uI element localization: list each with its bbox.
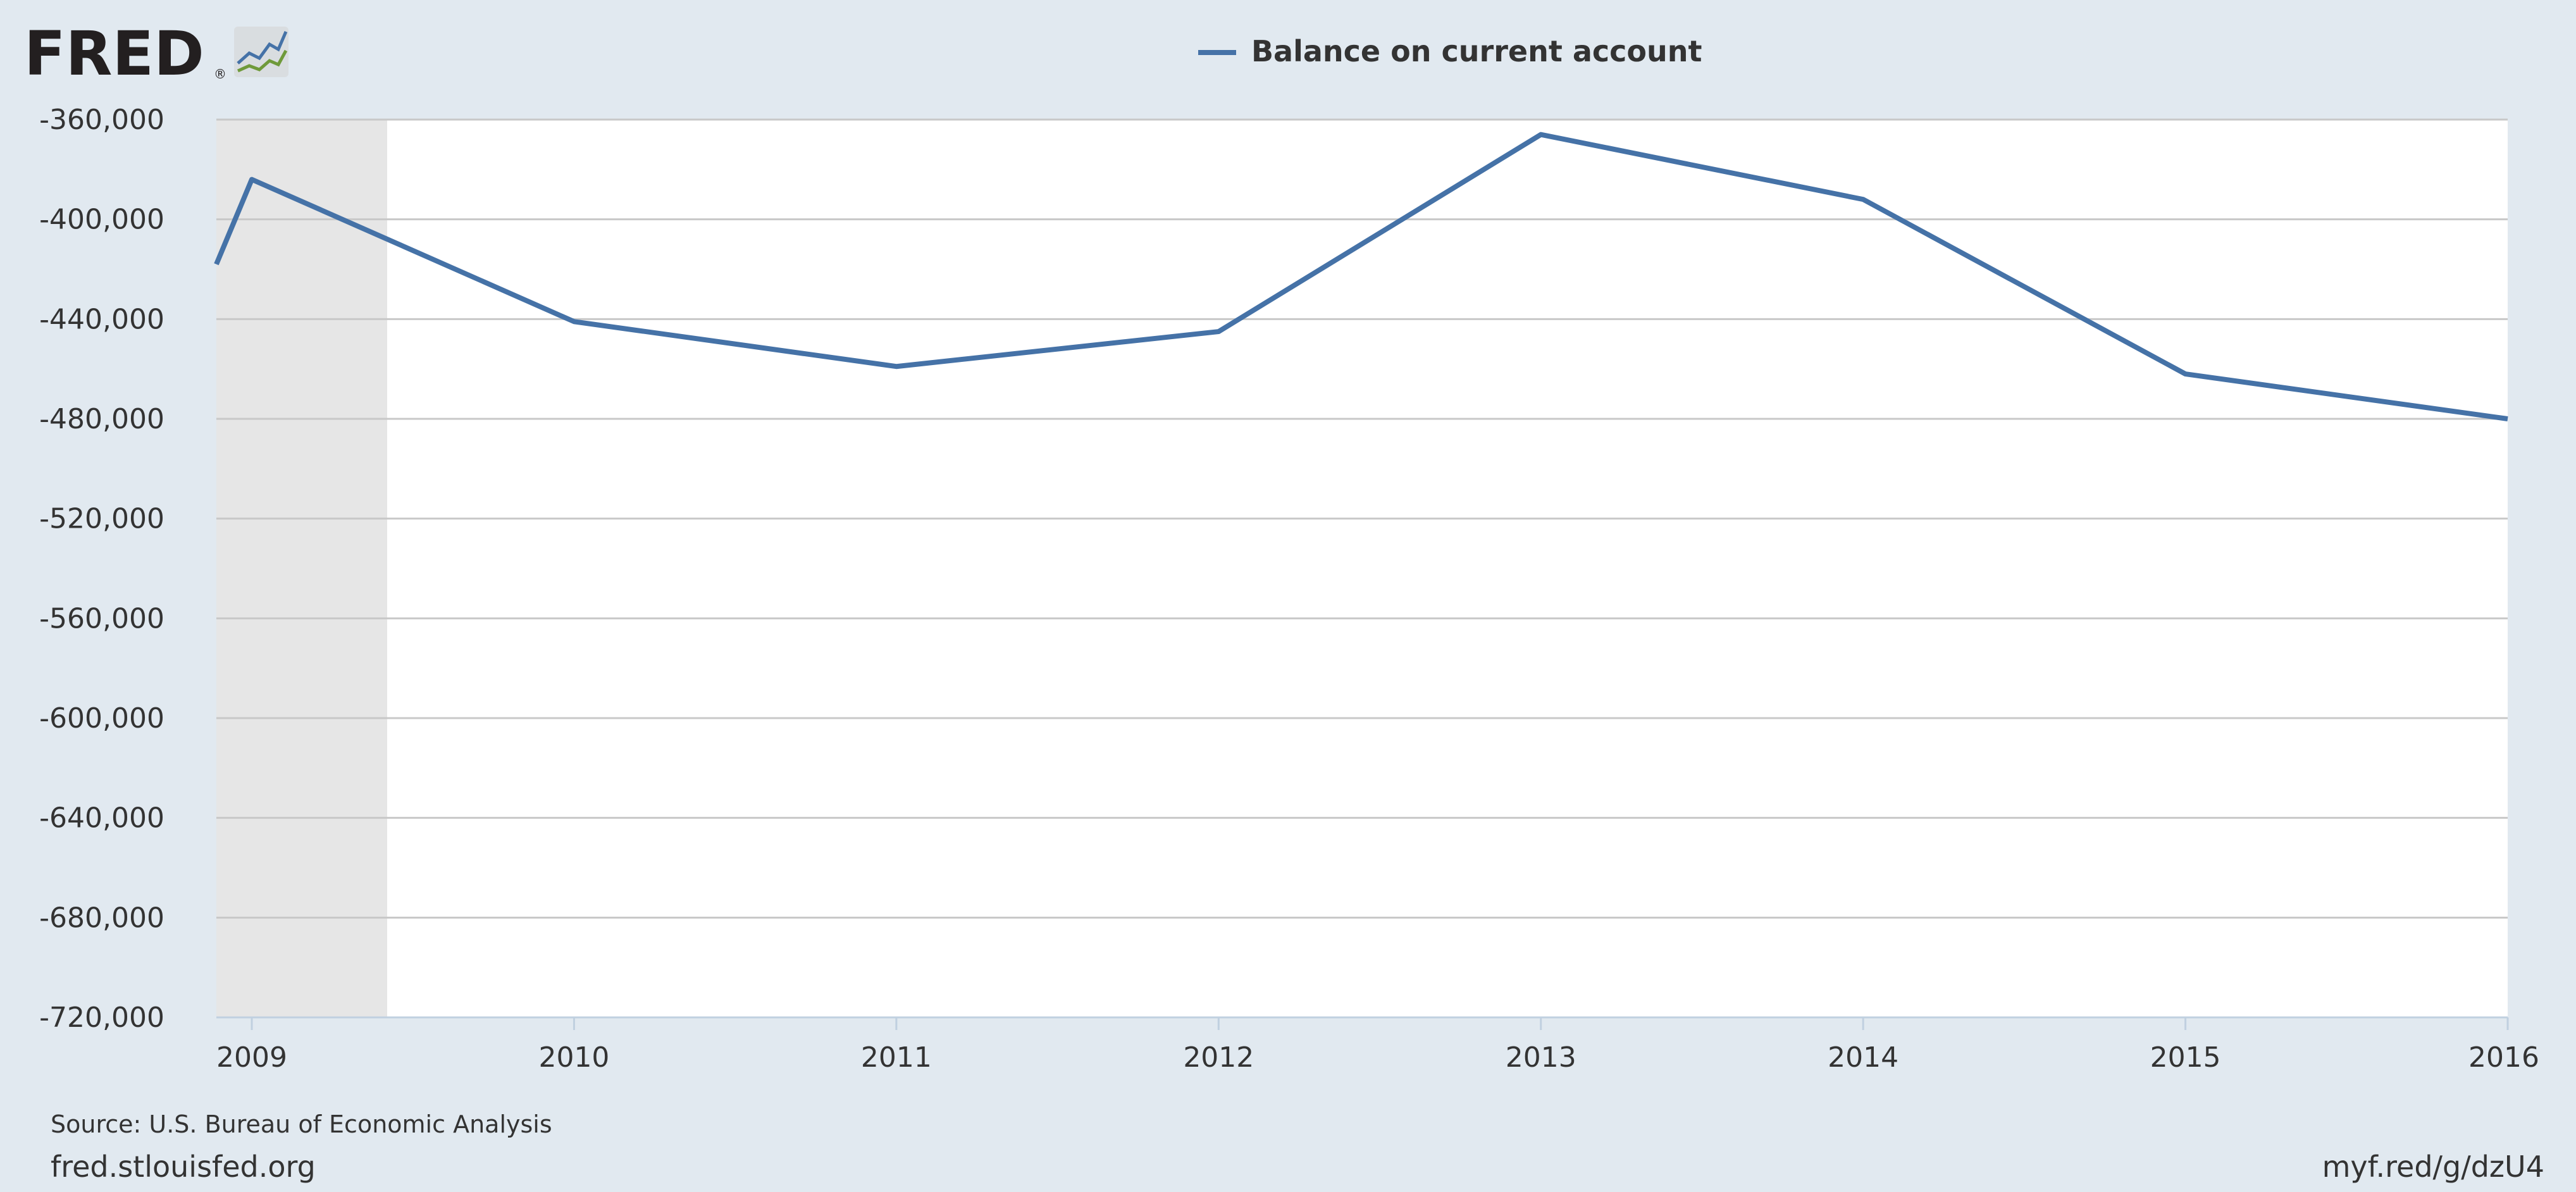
y-tick-label: -520,000 (39, 503, 164, 535)
x-tick-label: 2013 (1506, 1041, 1576, 1074)
y-tick-label: -440,000 (39, 303, 164, 335)
chart-legend: Balance on current account (1198, 34, 1702, 68)
x-tick-label: 2012 (1183, 1041, 1254, 1074)
x-tick-label: 2016 (2468, 1041, 2539, 1074)
y-tick-label: -360,000 (39, 104, 164, 136)
x-tick-label: 2009 (216, 1041, 287, 1074)
x-tick-label: 2014 (1828, 1041, 1898, 1074)
x-axis: 2009 2010 2011 2012 2013 2014 2015 2016 (216, 1016, 2539, 1074)
y-tick-label: -480,000 (39, 403, 164, 435)
source-note: Source: U.S. Bureau of Economic Analysis (51, 1110, 552, 1138)
series-group (214, 132, 2508, 421)
fred-logo-text: FRED (24, 18, 204, 89)
plot-area (216, 120, 2508, 1017)
recession-shading (216, 120, 387, 1017)
y-tick-label: -400,000 (39, 204, 164, 236)
registered-mark: ® (214, 66, 226, 82)
x-tick-label: 2015 (2150, 1041, 2221, 1074)
y-tick-label: -560,000 (39, 602, 164, 635)
footer-short-link[interactable]: myf.red/g/dzU4 (2322, 1150, 2544, 1184)
footer-site-link[interactable]: fred.stlouisfed.org (51, 1150, 316, 1184)
fred-logo[interactable]: FRED ® (24, 18, 288, 89)
y-axis-ticks: -360,000 -400,000 -440,000 -480,000 -520,000… (39, 104, 164, 1034)
legend-series-label: Balance on current account (1251, 34, 1702, 68)
series-line[interactable] (214, 132, 2508, 421)
x-tick-label: 2010 (538, 1041, 609, 1074)
y-tick-label: -640,000 (39, 802, 164, 835)
y-tick-label: -720,000 (39, 1002, 164, 1034)
y-tick-label: -680,000 (39, 902, 164, 934)
x-tick-label: 2011 (861, 1041, 932, 1074)
y-tick-label: -600,000 (39, 702, 164, 735)
fred-logo-graph-icon (234, 27, 288, 77)
